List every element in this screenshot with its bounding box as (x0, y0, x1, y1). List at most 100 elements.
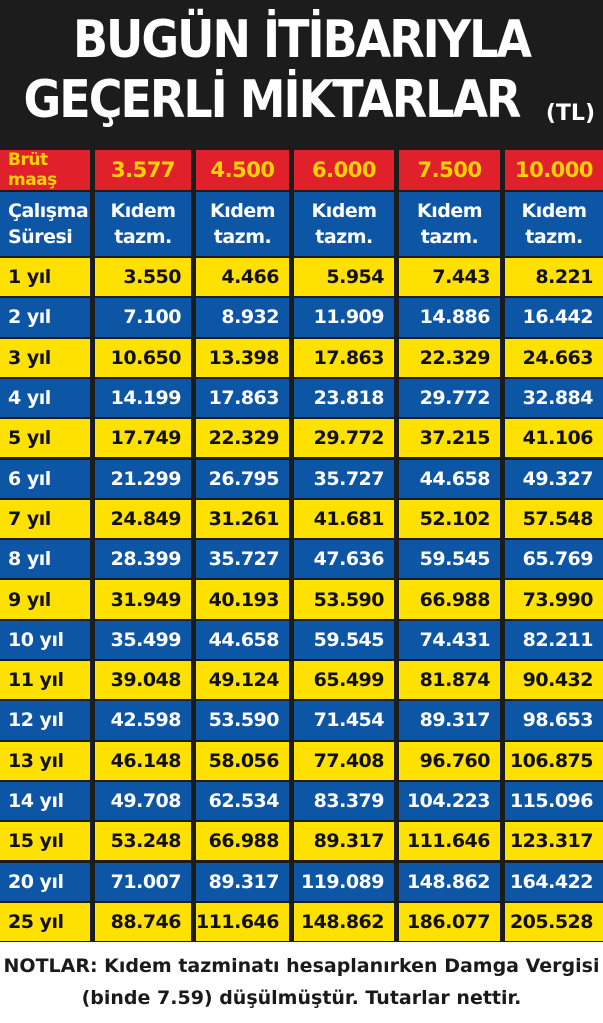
value-cell: 53.248 (95, 822, 191, 861)
table-row: 4 yıl 14.199 17.863 23.818 29.772 32.884 (0, 378, 603, 418)
value-cell: 5.954 (294, 258, 394, 297)
value-cell: 81.874 (399, 661, 500, 700)
severance-table: Brüt maaş 3.577 4.500 6.000 7.500 10.000 Çalış… (0, 150, 603, 942)
value-cell: 89.317 (294, 822, 394, 861)
value-cell: 73.990 (505, 580, 603, 619)
row-label-cell: 1 yıl (0, 258, 90, 297)
value-cell: 11.909 (294, 298, 394, 337)
value-cell: 41.106 (505, 419, 603, 458)
value-cell: 59.545 (399, 540, 500, 579)
value-cell: 29.772 (294, 419, 394, 458)
value-cell: Kıdem tazm. (95, 192, 191, 256)
row-label-cell: 5 yıl (0, 419, 90, 458)
value-cell: 88.746 (95, 902, 191, 942)
value-cell: 6.000 (294, 150, 394, 190)
value-cell: 53.590 (196, 701, 289, 740)
table-row: 9 yıl 31.949 40.193 53.590 66.988 73.990 (0, 580, 603, 619)
row-label-cell: Brüt maaş (0, 150, 90, 190)
row-label-cell: 4 yıl (0, 378, 90, 418)
value-cell: 46.148 (95, 741, 191, 780)
value-cell: 83.379 (294, 781, 394, 821)
value-cell: 40.193 (196, 580, 289, 619)
table-row: 13 yıl 46.148 58.056 77.408 96.760 106.875 (0, 741, 603, 780)
value-cell: 53.590 (294, 580, 394, 619)
value-cell: 49.124 (196, 661, 289, 700)
row-label-cell: 7 yıl (0, 499, 90, 539)
row-label-cell: 20 yıl (0, 862, 90, 901)
value-cell: 148.862 (294, 902, 394, 942)
row-label-cell: 11 yıl (0, 661, 90, 700)
title-line-1: BUGÜN İTİBARIYLA (72, 8, 532, 70)
value-cell: 23.818 (294, 378, 394, 418)
subheader-row: Çalışma Süresi Kıdem tazm. Kıdem tazm. Kıde… (0, 192, 603, 256)
value-cell: 111.646 (196, 902, 289, 942)
table-row: 14 yıl 49.708 62.534 83.379 104.223 115.096 (0, 781, 603, 821)
value-cell: 49.708 (95, 781, 191, 821)
value-cell: 3.577 (95, 150, 191, 190)
value-cell: 35.727 (196, 540, 289, 579)
title-unit: (TL) (545, 101, 595, 126)
value-cell: 17.863 (196, 378, 289, 418)
value-cell: 22.329 (196, 419, 289, 458)
table-row: 11 yıl 39.048 49.124 65.499 81.874 90.432 (0, 661, 603, 700)
value-cell: 17.749 (95, 419, 191, 458)
value-cell: 111.646 (399, 822, 500, 861)
table-row: 8 yıl 28.399 35.727 47.636 59.545 65.769 (0, 540, 603, 579)
value-cell: 71.007 (95, 862, 191, 901)
value-cell: 89.317 (196, 862, 289, 901)
value-cell: 8.932 (196, 298, 289, 337)
value-cell: 89.317 (399, 701, 500, 740)
value-cell: 41.681 (294, 499, 394, 539)
value-cell: 24.663 (505, 338, 603, 377)
value-cell: 21.299 (95, 459, 191, 498)
table-row: 6 yıl 21.299 26.795 35.727 44.658 49.327 (0, 459, 603, 498)
row-label-cell: 6 yıl (0, 459, 90, 498)
value-cell: 31.949 (95, 580, 191, 619)
value-cell: 14.886 (399, 298, 500, 337)
value-cell: Kıdem tazm. (399, 192, 500, 256)
value-cell: 62.534 (196, 781, 289, 821)
value-cell: 186.077 (399, 902, 500, 942)
title-line-2: GEÇERLİ MİKTARLAR (23, 68, 522, 130)
table-row: 7 yıl 24.849 31.261 41.681 52.102 57.548 (0, 499, 603, 539)
value-cell: 71.454 (294, 701, 394, 740)
value-cell: 119.089 (294, 862, 394, 901)
value-cell: 98.653 (505, 701, 603, 740)
value-cell: Kıdem tazm. (196, 192, 289, 256)
value-cell: 3.550 (95, 258, 191, 297)
table-row: 2 yıl 7.100 8.932 11.909 14.886 16.442 (0, 298, 603, 337)
value-cell: 65.769 (505, 540, 603, 579)
value-cell: 66.988 (399, 580, 500, 619)
value-cell: 115.096 (505, 781, 603, 821)
header-row: Brüt maaş 3.577 4.500 6.000 7.500 10.000 (0, 150, 603, 190)
value-cell: 35.499 (95, 620, 191, 659)
value-cell: 90.432 (505, 661, 603, 700)
value-cell: 58.056 (196, 741, 289, 780)
value-cell: 4.466 (196, 258, 289, 297)
notes-line-2: (binde 7.59) düşülmüştür. Tutarlar netti… (81, 987, 522, 1009)
table-row: 5 yıl 17.749 22.329 29.772 37.215 41.106 (0, 419, 603, 458)
table-row: 20 yıl 71.007 89.317 119.089 148.862 164.422 (0, 862, 603, 901)
value-cell: 16.442 (505, 298, 603, 337)
row-label-cell: 8 yıl (0, 540, 90, 579)
value-cell: 47.636 (294, 540, 394, 579)
value-cell: 44.658 (399, 459, 500, 498)
row-label-cell: 13 yıl (0, 741, 90, 780)
value-cell: 13.398 (196, 338, 289, 377)
row-label-cell: 12 yıl (0, 701, 90, 740)
value-cell: 35.727 (294, 459, 394, 498)
value-cell: 52.102 (399, 499, 500, 539)
value-cell: 148.862 (399, 862, 500, 901)
value-cell: 44.658 (196, 620, 289, 659)
value-cell: 104.223 (399, 781, 500, 821)
title-block: BUGÜN İTİBARIYLA GEÇERLİ MİKTARLAR (TL) (0, 0, 603, 148)
value-cell: 7.443 (399, 258, 500, 297)
table-row: 3 yıl 10.650 13.398 17.863 22.329 24.663 (0, 338, 603, 377)
row-label-cell: 10 yıl (0, 620, 90, 659)
value-cell: 123.317 (505, 822, 603, 861)
value-cell: 14.199 (95, 378, 191, 418)
value-cell: 22.329 (399, 338, 500, 377)
row-label-cell: Çalışma Süresi (0, 192, 90, 256)
value-cell: 39.048 (95, 661, 191, 700)
